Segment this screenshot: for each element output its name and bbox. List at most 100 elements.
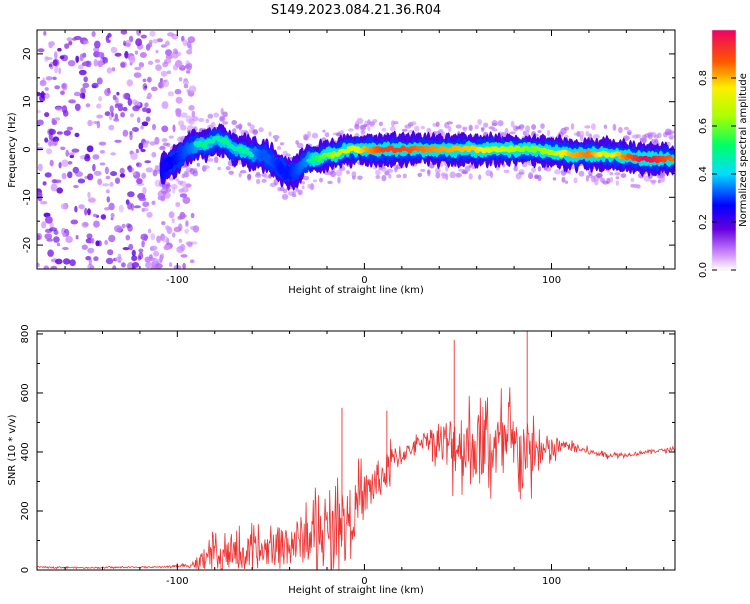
halo-speckle bbox=[313, 179, 317, 183]
noise-speckle bbox=[118, 204, 124, 213]
noise-speckle bbox=[150, 245, 158, 251]
halo-speckle bbox=[659, 175, 666, 183]
snr-xlabel: Height of straight line (km) bbox=[288, 585, 424, 596]
noise-speckle bbox=[44, 92, 50, 99]
noise-speckle bbox=[129, 55, 136, 64]
noise-speckle bbox=[147, 228, 152, 234]
noise-speckle bbox=[140, 34, 147, 39]
halo-speckle bbox=[497, 120, 504, 127]
y-tick-label: -10 bbox=[22, 189, 33, 205]
halo-speckle bbox=[635, 184, 641, 189]
noise-speckle bbox=[107, 32, 112, 38]
halo-speckle bbox=[261, 178, 267, 183]
noise-speckle bbox=[122, 129, 129, 137]
noise-speckle bbox=[128, 243, 134, 251]
noise-speckle bbox=[87, 197, 96, 203]
noise-speckle bbox=[186, 40, 192, 49]
noise-speckle bbox=[139, 52, 147, 58]
noise-speckle bbox=[134, 128, 138, 132]
noise-speckle bbox=[182, 196, 191, 204]
halo-speckle bbox=[630, 183, 635, 188]
noise-speckle bbox=[127, 202, 133, 210]
halo-speckle bbox=[614, 172, 621, 176]
noise-speckle bbox=[124, 39, 132, 48]
noise-speckle bbox=[178, 120, 185, 127]
noise-speckle bbox=[110, 217, 114, 221]
noise-speckle bbox=[104, 166, 109, 175]
noise-speckle bbox=[176, 51, 182, 57]
noise-speckle bbox=[54, 65, 59, 74]
noise-speckle bbox=[182, 262, 186, 269]
noise-speckle bbox=[37, 110, 41, 114]
noise-speckle bbox=[83, 76, 88, 83]
noise-speckle bbox=[142, 186, 147, 195]
noise-speckle bbox=[125, 234, 131, 241]
x-tick-label: 0 bbox=[361, 275, 367, 286]
halo-speckle bbox=[166, 142, 171, 147]
noise-speckle bbox=[142, 201, 150, 207]
halo-speckle bbox=[311, 132, 319, 139]
halo-speckle bbox=[247, 174, 252, 181]
noise-speckle bbox=[78, 64, 84, 70]
halo-speckle bbox=[630, 177, 635, 183]
noise-speckle bbox=[114, 177, 121, 184]
halo-speckle bbox=[618, 126, 623, 134]
noise-speckle bbox=[86, 145, 94, 153]
noise-speckle bbox=[175, 178, 180, 182]
ridge-cell bbox=[249, 153, 255, 158]
noise-speckle bbox=[145, 116, 151, 122]
y-tick-label: 0 bbox=[20, 567, 31, 573]
halo-speckle bbox=[222, 121, 229, 125]
noise-speckle bbox=[144, 102, 149, 108]
noise-speckle bbox=[143, 142, 149, 148]
noise-speckle bbox=[91, 31, 96, 37]
noise-speckle bbox=[58, 67, 62, 75]
halo-speckle bbox=[375, 169, 381, 176]
noise-speckle bbox=[135, 105, 140, 109]
noise-speckle bbox=[121, 223, 126, 229]
halo-speckle bbox=[285, 153, 291, 157]
halo-speckle bbox=[440, 172, 447, 177]
noise-speckle bbox=[131, 266, 136, 269]
halo-speckle bbox=[354, 123, 360, 130]
noise-speckle bbox=[152, 38, 158, 44]
noise-speckle bbox=[48, 41, 55, 47]
halo-speckle bbox=[491, 120, 498, 126]
noise-speckle bbox=[60, 90, 65, 96]
noise-speckle bbox=[185, 70, 191, 74]
noise-speckle bbox=[97, 51, 104, 58]
noise-speckle bbox=[74, 205, 78, 213]
noise-speckle bbox=[153, 250, 160, 257]
noise-speckle bbox=[136, 117, 141, 123]
halo-speckle bbox=[210, 121, 216, 129]
colorbar-tick-label: 0.2 bbox=[698, 214, 709, 230]
noise-speckle bbox=[87, 173, 94, 181]
noise-speckle bbox=[133, 205, 141, 209]
noise-speckle bbox=[51, 117, 56, 125]
noise-speckle bbox=[56, 131, 63, 135]
noise-speckle bbox=[135, 38, 143, 47]
noise-speckle bbox=[37, 163, 43, 172]
noise-speckle bbox=[123, 40, 126, 46]
colorbar-tick-label: 0.4 bbox=[698, 166, 709, 182]
ridge-cell bbox=[427, 149, 433, 153]
halo-speckle bbox=[272, 135, 280, 140]
snr-ticks: -100 0 100 0 200 400 600 800 bbox=[20, 324, 675, 587]
halo-speckle bbox=[347, 128, 354, 132]
noise-speckle bbox=[138, 142, 144, 150]
noise-speckle bbox=[104, 207, 110, 211]
halo-speckle bbox=[279, 142, 285, 146]
halo-speckle bbox=[624, 136, 629, 141]
noise-speckle bbox=[45, 216, 53, 224]
noise-speckle bbox=[104, 111, 111, 117]
noise-speckle bbox=[50, 183, 58, 192]
halo-speckle bbox=[168, 135, 174, 139]
y-tick-label: -20 bbox=[22, 237, 33, 253]
halo-speckle bbox=[417, 172, 423, 178]
noise-speckle bbox=[92, 213, 98, 218]
noise-speckle bbox=[132, 171, 137, 176]
noise-speckle bbox=[81, 244, 88, 250]
noise-speckle bbox=[178, 77, 183, 82]
noise-speckle bbox=[73, 184, 79, 189]
noise-speckle bbox=[64, 43, 70, 49]
